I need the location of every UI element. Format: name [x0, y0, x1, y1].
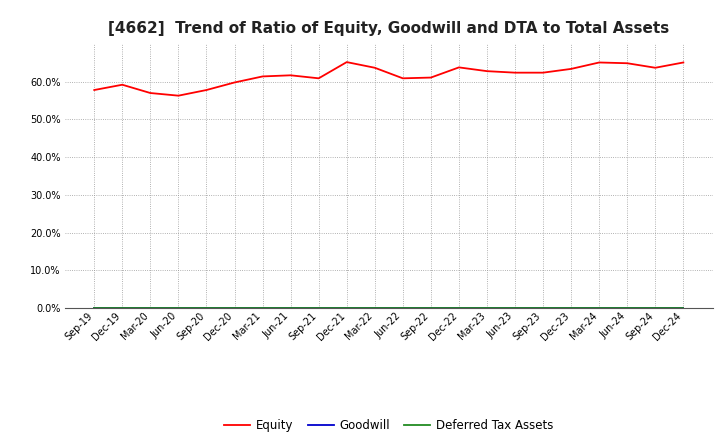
- Legend: Equity, Goodwill, Deferred Tax Assets: Equity, Goodwill, Deferred Tax Assets: [220, 414, 558, 436]
- Goodwill: [539, 305, 547, 311]
- Equity: [174, 93, 183, 98]
- Deferred Tax Assets: [315, 305, 323, 311]
- Equity: [567, 66, 575, 72]
- Goodwill: [343, 305, 351, 311]
- Goodwill: [510, 305, 519, 311]
- Equity: [510, 70, 519, 75]
- Equity: [426, 75, 435, 80]
- Deferred Tax Assets: [118, 305, 127, 311]
- Equity: [202, 88, 211, 93]
- Equity: [651, 65, 660, 70]
- Goodwill: [454, 305, 463, 311]
- Deferred Tax Assets: [623, 305, 631, 311]
- Goodwill: [482, 305, 491, 311]
- Goodwill: [679, 305, 688, 311]
- Goodwill: [90, 305, 99, 311]
- Goodwill: [118, 305, 127, 311]
- Deferred Tax Assets: [539, 305, 547, 311]
- Goodwill: [623, 305, 631, 311]
- Deferred Tax Assets: [174, 305, 183, 311]
- Equity: [146, 90, 155, 95]
- Goodwill: [398, 305, 407, 311]
- Equity: [454, 65, 463, 70]
- Deferred Tax Assets: [426, 305, 435, 311]
- Equity: [90, 88, 99, 93]
- Deferred Tax Assets: [398, 305, 407, 311]
- Deferred Tax Assets: [202, 305, 211, 311]
- Deferred Tax Assets: [679, 305, 688, 311]
- Equity: [230, 80, 239, 85]
- Goodwill: [567, 305, 575, 311]
- Equity: [343, 59, 351, 65]
- Goodwill: [287, 305, 295, 311]
- Line: Equity: Equity: [94, 62, 683, 95]
- Goodwill: [230, 305, 239, 311]
- Goodwill: [426, 305, 435, 311]
- Equity: [258, 74, 267, 79]
- Deferred Tax Assets: [90, 305, 99, 311]
- Deferred Tax Assets: [258, 305, 267, 311]
- Equity: [482, 69, 491, 74]
- Equity: [623, 61, 631, 66]
- Equity: [679, 60, 688, 65]
- Equity: [595, 60, 603, 65]
- Title: [4662]  Trend of Ratio of Equity, Goodwill and DTA to Total Assets: [4662] Trend of Ratio of Equity, Goodwil…: [108, 21, 670, 36]
- Deferred Tax Assets: [510, 305, 519, 311]
- Equity: [539, 70, 547, 75]
- Equity: [371, 65, 379, 70]
- Equity: [287, 73, 295, 78]
- Deferred Tax Assets: [287, 305, 295, 311]
- Deferred Tax Assets: [482, 305, 491, 311]
- Deferred Tax Assets: [651, 305, 660, 311]
- Goodwill: [371, 305, 379, 311]
- Deferred Tax Assets: [146, 305, 155, 311]
- Goodwill: [146, 305, 155, 311]
- Deferred Tax Assets: [371, 305, 379, 311]
- Deferred Tax Assets: [567, 305, 575, 311]
- Deferred Tax Assets: [454, 305, 463, 311]
- Goodwill: [174, 305, 183, 311]
- Goodwill: [202, 305, 211, 311]
- Deferred Tax Assets: [343, 305, 351, 311]
- Equity: [398, 76, 407, 81]
- Goodwill: [258, 305, 267, 311]
- Deferred Tax Assets: [595, 305, 603, 311]
- Goodwill: [651, 305, 660, 311]
- Goodwill: [315, 305, 323, 311]
- Equity: [118, 82, 127, 88]
- Deferred Tax Assets: [230, 305, 239, 311]
- Equity: [315, 76, 323, 81]
- Goodwill: [595, 305, 603, 311]
